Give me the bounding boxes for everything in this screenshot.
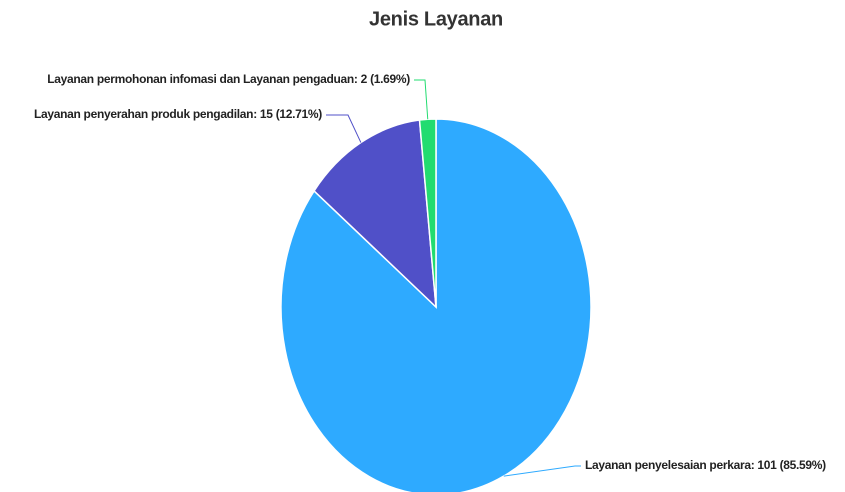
leader-line xyxy=(326,114,362,143)
chart-title: Jenis Layanan xyxy=(369,8,503,30)
slice-label: Layanan permohonan infomasi dan Layanan … xyxy=(47,72,410,86)
pie-slice xyxy=(313,119,437,309)
leader-line xyxy=(503,465,581,477)
leader-line xyxy=(414,79,429,120)
pie-slice xyxy=(418,118,437,308)
slice-label: Layanan penyelesaian perkara: 101 (85.59… xyxy=(585,458,826,472)
slice-label: Layanan penyerahan produk pengadilan: 15… xyxy=(34,107,322,121)
